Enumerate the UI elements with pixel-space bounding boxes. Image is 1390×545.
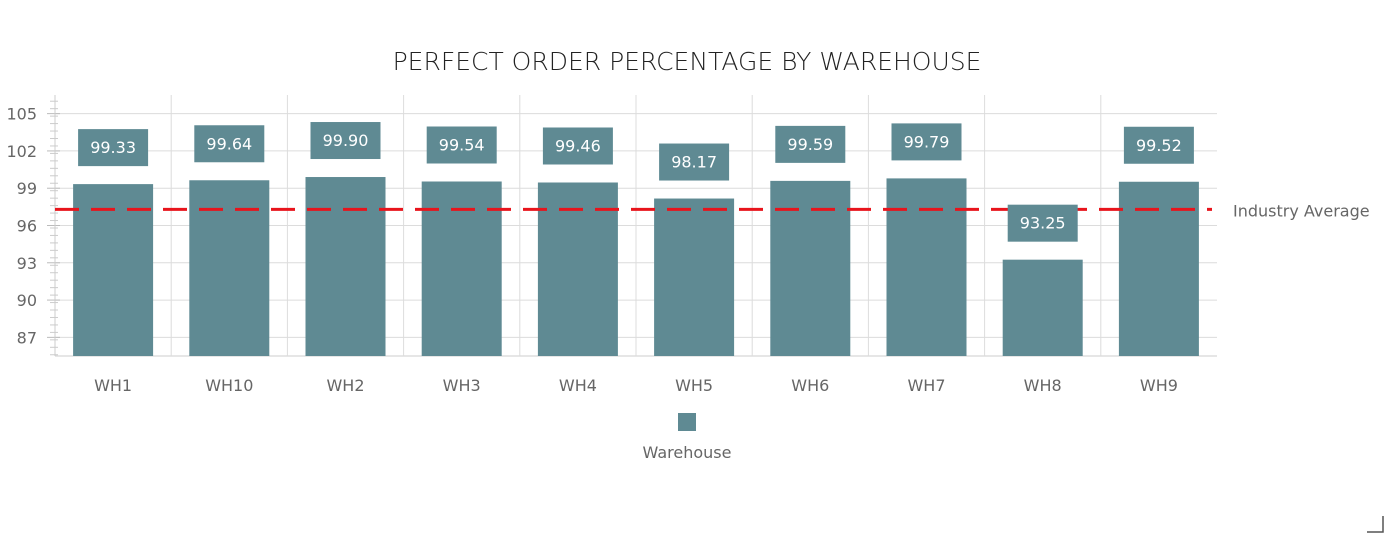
data-label-box — [310, 122, 381, 160]
data-label: 93.25 — [1020, 214, 1066, 233]
bar[interactable] — [1002, 259, 1083, 356]
x-tick-label: WH3 — [443, 376, 481, 395]
x-tick-label: WH10 — [205, 376, 253, 395]
bar[interactable] — [654, 198, 735, 356]
bar[interactable] — [305, 177, 386, 356]
x-tick-label: WH9 — [1140, 376, 1178, 395]
resize-handle-icon[interactable] — [1367, 516, 1384, 533]
data-label-box — [775, 125, 846, 163]
y-tick-label: 93 — [17, 254, 37, 273]
bar[interactable] — [73, 184, 154, 356]
x-tick-label: WH8 — [1024, 376, 1062, 395]
y-tick-label: 105 — [6, 105, 37, 124]
x-tick-label: WH5 — [675, 376, 713, 395]
data-label-box — [891, 123, 962, 161]
data-label: 98.17 — [671, 153, 717, 172]
x-tick-label: WH6 — [791, 376, 829, 395]
data-label: 99.54 — [439, 136, 485, 155]
data-label: 99.59 — [787, 135, 833, 154]
data-label-box — [1007, 204, 1078, 242]
y-tick-label: 87 — [17, 328, 37, 347]
data-label: 99.64 — [206, 134, 252, 153]
bar[interactable] — [886, 178, 967, 356]
chart-title: PERFECT ORDER PERCENTAGE BY WAREHOUSE — [393, 47, 982, 76]
x-tick-label: WH7 — [907, 376, 945, 395]
data-label-box — [78, 129, 149, 167]
data-label: 99.90 — [323, 131, 369, 150]
data-label-box — [1123, 126, 1194, 164]
y-tick-label: 102 — [6, 142, 37, 161]
industry-average-label: Industry Average — [1233, 201, 1370, 220]
y-tick-label: 90 — [17, 291, 37, 310]
data-label-box — [659, 143, 730, 181]
bar[interactable] — [421, 181, 502, 356]
data-label: 99.79 — [904, 132, 950, 151]
data-label: 99.46 — [555, 136, 601, 155]
legend-swatch[interactable] — [678, 413, 696, 431]
bar[interactable] — [189, 180, 270, 356]
data-label: 99.52 — [1136, 136, 1182, 155]
legend-label[interactable]: Warehouse — [643, 443, 732, 462]
y-tick-label: 96 — [17, 217, 37, 236]
x-tick-label: WH2 — [326, 376, 364, 395]
data-label-box — [542, 127, 613, 165]
x-tick-label: WH1 — [94, 376, 132, 395]
data-label-box — [426, 126, 497, 164]
x-tick-label: WH4 — [559, 376, 597, 395]
bar[interactable] — [537, 182, 618, 356]
bar[interactable] — [770, 180, 851, 356]
y-tick-label: 99 — [17, 179, 37, 198]
data-label-box — [194, 125, 265, 163]
data-label: 99.33 — [90, 138, 136, 157]
